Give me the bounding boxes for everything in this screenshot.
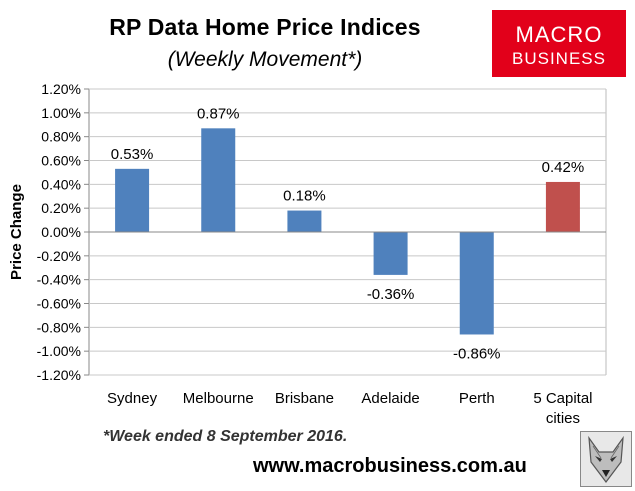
- data-labels: 0.53% 0.87% 0.18% -0.36% -0.86% 0.42%: [111, 105, 584, 362]
- y-tick-label: 0.60%: [41, 153, 81, 169]
- y-tick-label: -0.40%: [37, 272, 81, 288]
- x-category-label: Melbourne: [183, 390, 254, 407]
- bar-brisbane: [287, 210, 322, 232]
- wolf-logo-icon: [580, 431, 632, 487]
- y-tick-label: -0.60%: [37, 296, 81, 312]
- y-axis-ticks: 1.20% 1.00% 0.80% 0.60% 0.40% 0.20% 0.00% -0.20…: [37, 81, 81, 383]
- y-tick-label: -0.80%: [37, 319, 81, 335]
- chart-subtitle: (Weekly Movement*): [167, 48, 363, 71]
- y-tick-label: 0.80%: [41, 129, 81, 145]
- data-label: 0.53%: [111, 146, 154, 163]
- bar-melbourne: [201, 128, 236, 232]
- chart-title: RP Data Home Price Indices: [109, 14, 421, 40]
- x-category-label: 5 Capital: [533, 390, 592, 407]
- data-label: -0.36%: [367, 286, 415, 303]
- x-category-label: Sydney: [107, 390, 158, 407]
- y-tick-label: 1.00%: [41, 105, 81, 121]
- y-tick-label: 0.00%: [41, 224, 81, 240]
- data-label: -0.86%: [453, 345, 501, 362]
- macrobusiness-logo: MACRO BUSINESS: [492, 10, 626, 77]
- y-axis-label: Price Change: [8, 184, 25, 280]
- y-tick-label: 1.20%: [41, 81, 81, 97]
- logo-line-business: BUSINESS: [512, 49, 606, 68]
- x-category-label: Perth: [459, 390, 495, 407]
- bars: [115, 128, 580, 335]
- x-category-label: Brisbane: [275, 390, 334, 407]
- bar-adelaide: [373, 232, 408, 275]
- bar-sydney: [115, 168, 150, 232]
- y-tick-label: 0.40%: [41, 176, 81, 192]
- website-url: www.macrobusiness.com.au: [253, 455, 527, 477]
- y-tick-label: -1.00%: [37, 343, 81, 359]
- data-label: 0.42%: [542, 159, 585, 176]
- x-category-label-line2: cities: [546, 410, 580, 427]
- bar-chart: 1.20% 1.00% 0.80% 0.60% 0.40% 0.20% 0.00% -0.20…: [8, 81, 607, 427]
- data-label: 0.87%: [197, 105, 240, 122]
- x-category-label: Adelaide: [361, 390, 419, 407]
- bar-5-capital: [545, 181, 580, 232]
- data-label: 0.18%: [283, 188, 326, 205]
- y-tick-label: -1.20%: [37, 367, 81, 383]
- y-tick-label: -0.20%: [37, 248, 81, 264]
- footnote: *Week ended 8 September 2016.: [103, 428, 348, 445]
- logo-line-macro: MACRO: [515, 22, 603, 47]
- x-axis-categories: Sydney Melbourne Brisbane Adelaide Perth 5 Ca…: [107, 390, 592, 427]
- bar-perth: [459, 232, 494, 335]
- y-tick-label: 0.20%: [41, 200, 81, 216]
